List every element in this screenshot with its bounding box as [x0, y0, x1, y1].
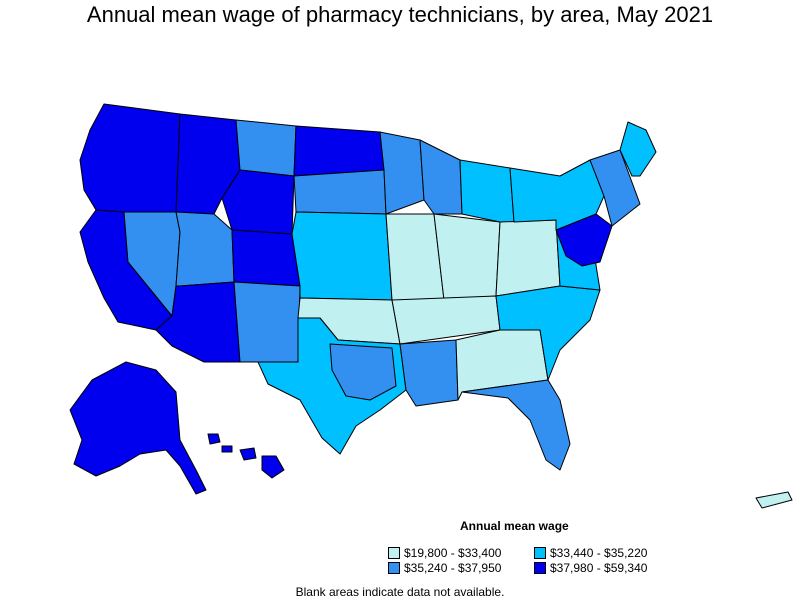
- region-utah: [175, 211, 235, 287]
- region-hawaii: [207, 433, 285, 479]
- legend-label: $37,980 - $59,340: [550, 561, 648, 575]
- legend-swatch: [534, 562, 546, 574]
- region-puerto-rico: [755, 491, 793, 509]
- region-nebraska-kansas: [291, 211, 393, 301]
- region-minnesota: [379, 131, 425, 215]
- legend-label: $19,800 - $33,400: [404, 546, 502, 560]
- data-availability-note: Blank areas indicate data not available.: [295, 585, 505, 599]
- region-illinois-indiana: [433, 213, 501, 301]
- region-alaska: [69, 361, 207, 495]
- region-michigan: [459, 159, 515, 223]
- region-texas-central: [329, 343, 397, 401]
- region-montana-east: [235, 119, 297, 177]
- legend-item: $35,240 - $37,950: [388, 561, 501, 575]
- legend-swatch: [388, 562, 400, 574]
- region-ohio-kentucky: [495, 219, 561, 297]
- region-south-dakota: [293, 169, 387, 215]
- legend-item: $33,440 - $35,220: [534, 546, 647, 560]
- region-louisiana-mississippi: [399, 339, 459, 407]
- region-colorado: [231, 229, 301, 287]
- legend-swatch: [534, 547, 546, 559]
- legend-title: Annual mean wage: [460, 519, 569, 533]
- legend-item: $19,800 - $33,400: [388, 546, 501, 560]
- legend-item: $37,980 - $59,340: [534, 561, 647, 575]
- region-new-england: [589, 149, 641, 227]
- region-pacific-northwest: [79, 103, 181, 215]
- region-wisconsin: [419, 139, 463, 215]
- region-north-dakota: [293, 125, 385, 177]
- region-carolinas: [495, 285, 601, 381]
- region-florida: [461, 379, 571, 471]
- legend-swatch: [388, 547, 400, 559]
- region-new-mexico: [233, 281, 301, 363]
- region-maine: [619, 121, 657, 177]
- legend-label: $33,440 - $35,220: [550, 546, 648, 560]
- map-title: Annual mean wage of pharmacy technicians…: [86, 2, 714, 27]
- legend-label: $35,240 - $37,950: [404, 561, 502, 575]
